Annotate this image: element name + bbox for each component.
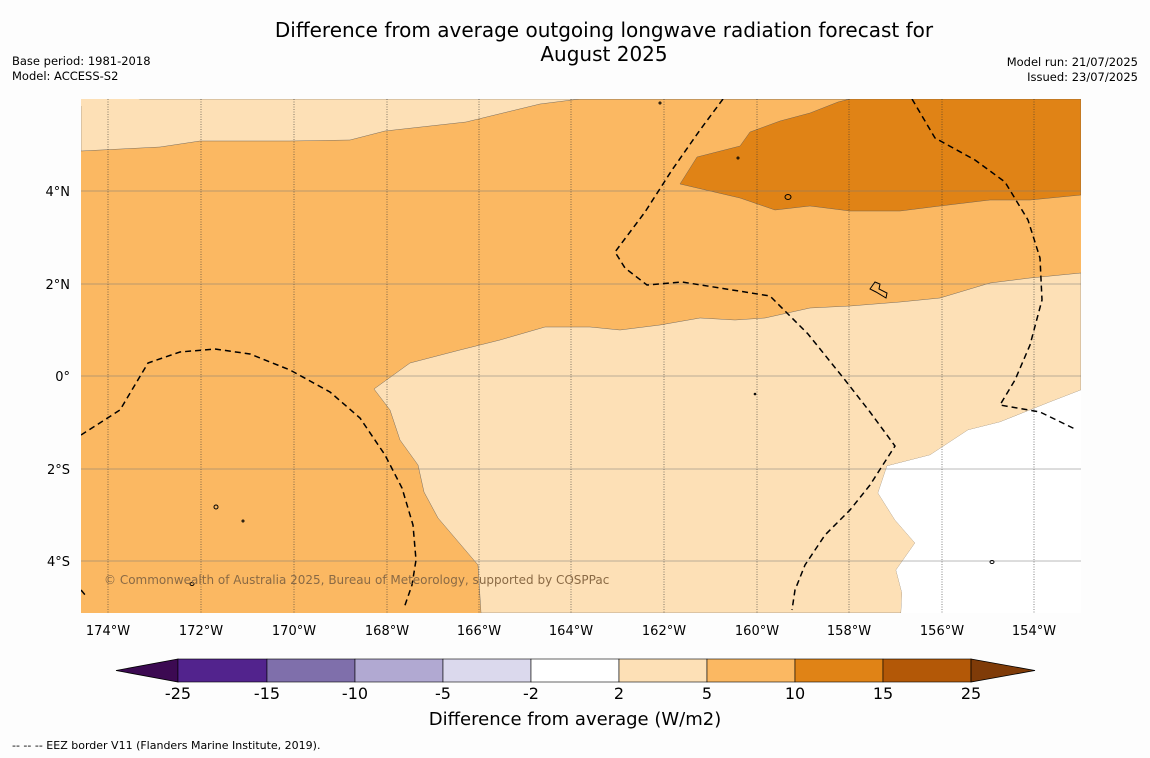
meta-left: Base period: 1981-2018 Model: ACCESS-S2 (12, 54, 151, 84)
colorbar-tick-label: -2 (523, 684, 539, 703)
longitude-label: 168°W (365, 624, 409, 639)
island (189, 582, 195, 586)
island (241, 519, 245, 523)
anomaly-fill-10-15 (679, 99, 1081, 212)
island (869, 281, 888, 299)
island (213, 504, 219, 510)
colorbar-tick-label: -10 (341, 684, 369, 703)
colorbar-segment (618, 658, 708, 683)
colorbar-arrow-max (970, 658, 1036, 683)
latitude-label: 4°N (46, 185, 71, 200)
meta-right: Model run: 21/07/2025 Issued: 23/07/2025 (1007, 55, 1138, 85)
colorbar-tick-label: 2 (613, 684, 625, 703)
longitude-label: 158°W (827, 624, 871, 639)
colorbar-segment (177, 658, 268, 683)
colorbar-tick-label: -25 (164, 684, 192, 703)
issued-date: Issued: 23/07/2025 (1027, 70, 1138, 84)
map-area: © Commonwealth of Australia 2025, Bureau… (81, 99, 1081, 613)
longitude-label: 162°W (642, 624, 686, 639)
colorbar-segment (354, 658, 444, 683)
colorbar (115, 658, 1036, 683)
anomaly-fill-2-5-corner (81, 99, 140, 106)
longitude-labels: 174°W 172°W 170°W 168°W 166°W 164°W 162°W 160°W… (86, 624, 1056, 639)
colorbar-segment (706, 658, 796, 683)
island (784, 194, 792, 200)
latitude-labels: 4°N 2°N 0° 2°S 4°S (46, 185, 71, 570)
anomaly-fill-2-5-north (81, 99, 1081, 152)
island (658, 101, 662, 105)
eez-border-east (911, 99, 1078, 431)
eez-border-sw (81, 589, 87, 597)
colorbar-tick-label: 15 (872, 684, 894, 703)
latitude-gridlines (81, 190, 1081, 562)
colorbar-title: Difference from average (W/m2) (428, 709, 722, 730)
island (753, 392, 757, 396)
longitude-label: 170°W (272, 624, 316, 639)
longitude-label: 160°W (735, 624, 779, 639)
eez-border-west (81, 348, 417, 609)
island (989, 560, 995, 564)
colorbar-arrow-min (115, 658, 179, 683)
base-period: Base period: 1981-2018 (12, 54, 151, 68)
colorbar-tick-label: -5 (435, 684, 451, 703)
latitude-label: 2°S (47, 463, 70, 478)
island (736, 156, 740, 160)
latitude-label: 0° (55, 370, 70, 385)
eez-borders (81, 99, 1078, 611)
latitude-label: 4°S (47, 555, 70, 570)
longitude-label: 172°W (179, 624, 223, 639)
colorbar-tick-label: 10 (784, 684, 806, 703)
model-name: Model: ACCESS-S2 (12, 69, 119, 83)
colorbar-segment (442, 658, 532, 683)
anomaly-fill-neutral (878, 390, 1081, 613)
islands (189, 101, 995, 586)
eez-border-central (614, 99, 896, 611)
copyright-notice: © Commonwealth of Australia 2025, Bureau… (104, 573, 609, 587)
longitude-label: 164°W (549, 624, 593, 639)
colorbar-tick-label: 5 (701, 684, 713, 703)
longitude-label: 174°W (86, 624, 130, 639)
eez-footnote: -- -- -- EEZ border V11 (Flanders Marine… (12, 739, 321, 752)
colorbar-tick-label: -15 (253, 684, 281, 703)
colorbar-segment (530, 658, 620, 683)
map-title: Difference from average outgoing longwav… (274, 18, 934, 66)
latitude-label: 2°N (46, 278, 71, 293)
model-run: Model run: 21/07/2025 (1006, 55, 1138, 69)
longitude-label: 166°W (457, 624, 501, 639)
colorbar-tick-label: 25 (960, 684, 982, 703)
longitude-gridlines (107, 99, 1035, 613)
colorbar-segment (882, 658, 972, 683)
colorbar-segment (266, 658, 356, 683)
longitude-label: 154°W (1012, 624, 1056, 639)
colorbar-segment (794, 658, 884, 683)
longitude-label: 156°W (920, 624, 964, 639)
